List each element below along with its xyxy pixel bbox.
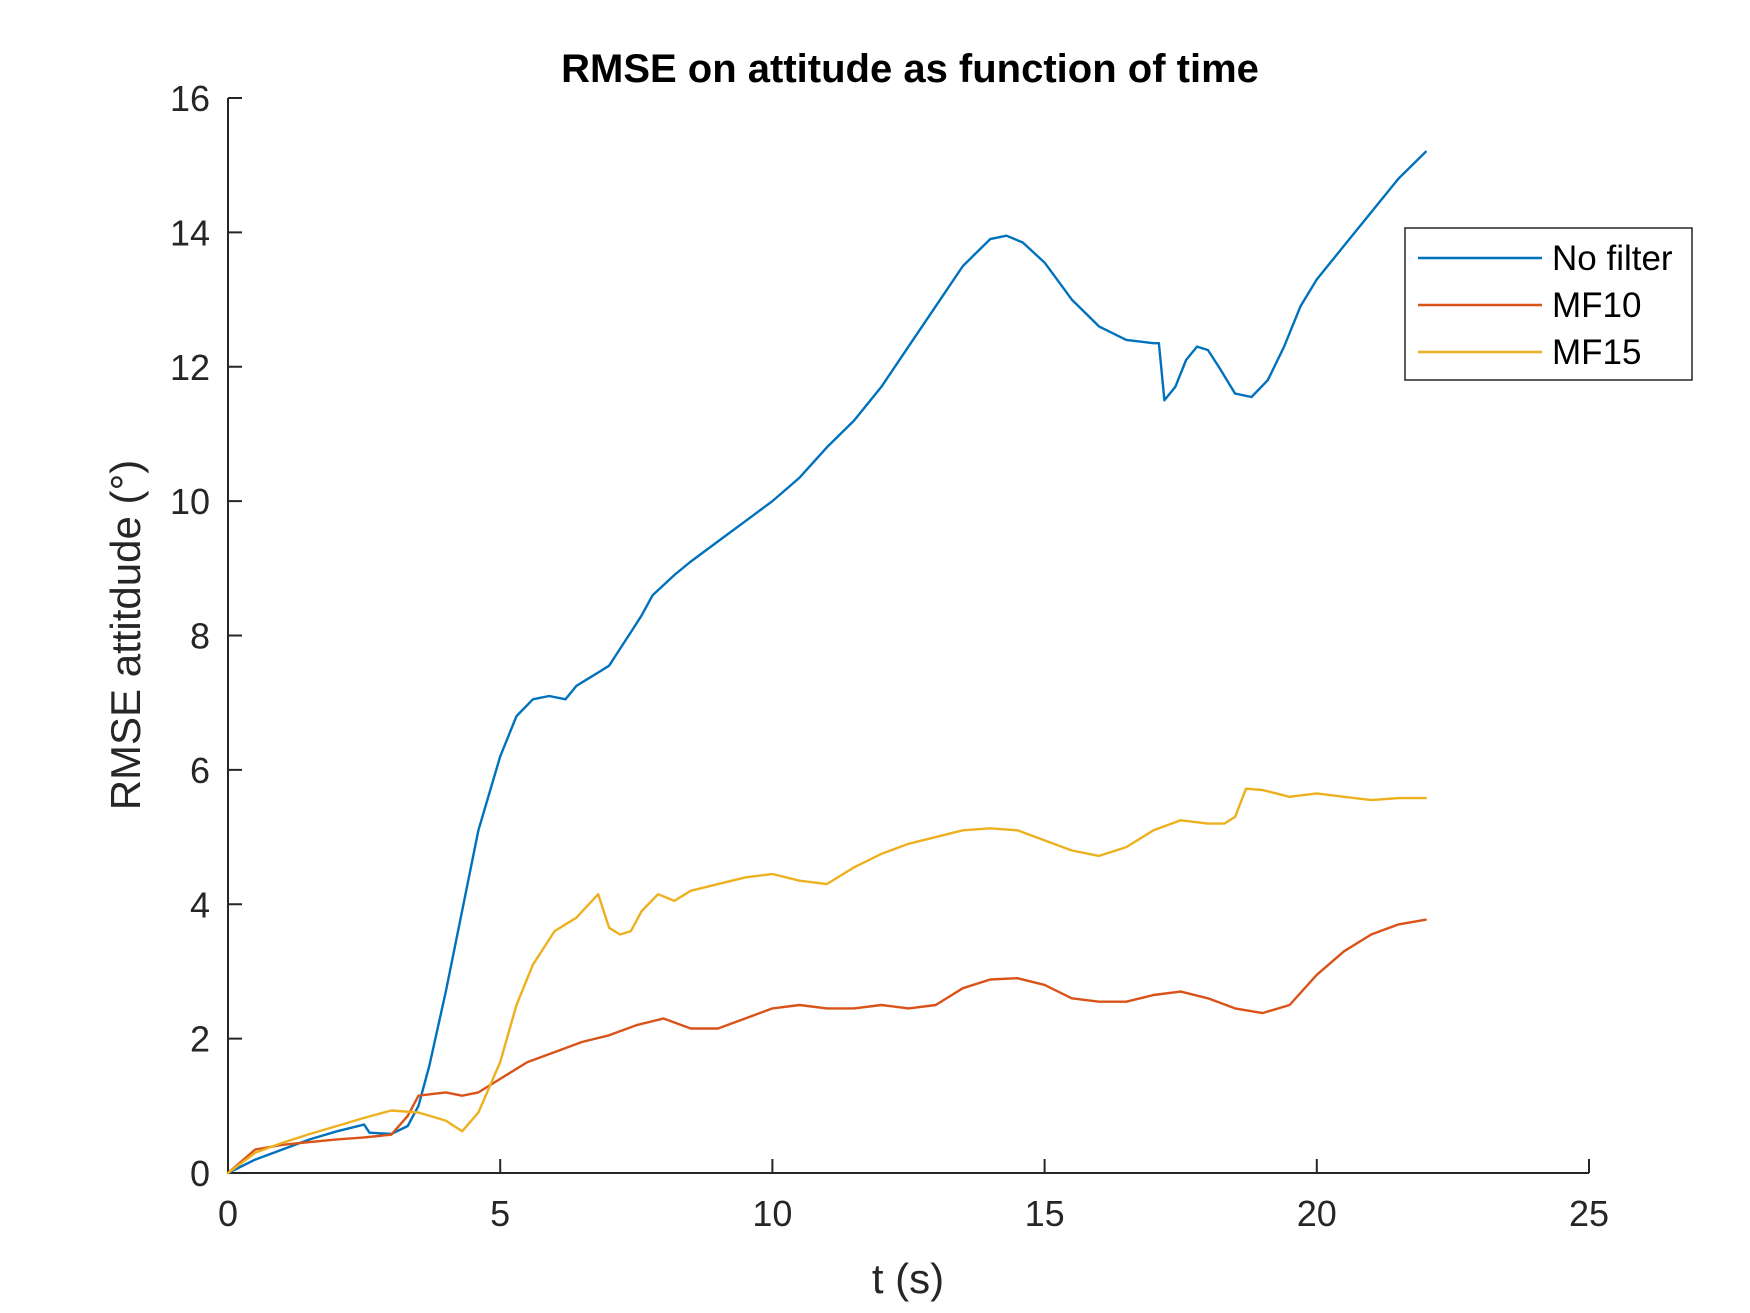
y-ticks: 0 2 4 6 8 10 12 14 16 bbox=[170, 78, 242, 1194]
legend-entries: No filter MF10 MF15 bbox=[1418, 239, 1673, 372]
x-tick-label: 20 bbox=[1297, 1193, 1337, 1234]
x-axis-label: t (s) bbox=[872, 1255, 944, 1302]
x-tick-label: 0 bbox=[218, 1193, 238, 1234]
y-tick-label: 12 bbox=[170, 347, 210, 388]
series-line-no-filter bbox=[226, 150, 1427, 1175]
x-tick-label: 15 bbox=[1025, 1193, 1065, 1234]
y-tick-label: 16 bbox=[170, 78, 210, 119]
legend-label-no-filter: No filter bbox=[1552, 239, 1673, 278]
x-tick-label: 25 bbox=[1569, 1193, 1609, 1234]
y-axis-label: RMSE attitdude (°) bbox=[102, 460, 149, 811]
series-line-mf15 bbox=[226, 787, 1427, 1175]
x-ticks: 0 5 10 15 20 25 bbox=[218, 1159, 1609, 1234]
plot-area: 0 5 10 15 20 25 0 2 4 6 8 10 12 14 16 bbox=[170, 78, 1609, 1234]
legend: No filter MF10 MF15 bbox=[1404, 227, 1693, 381]
y-tick-label: 2 bbox=[190, 1019, 210, 1060]
y-tick-label: 6 bbox=[190, 750, 210, 791]
chart-title: RMSE on attitude as function of time bbox=[561, 47, 1259, 91]
y-tick-label: 0 bbox=[190, 1153, 210, 1194]
legend-label-mf10: MF10 bbox=[1552, 286, 1641, 325]
series-line-mf10 bbox=[226, 918, 1427, 1175]
y-tick-label: 4 bbox=[190, 884, 210, 925]
legend-label-mf15: MF15 bbox=[1552, 333, 1641, 372]
x-tick-label: 10 bbox=[752, 1193, 792, 1234]
series-lines bbox=[226, 150, 1427, 1175]
y-tick-label: 8 bbox=[190, 616, 210, 657]
x-tick-label: 5 bbox=[490, 1193, 510, 1234]
y-tick-label: 10 bbox=[170, 481, 210, 522]
y-tick-label: 14 bbox=[170, 212, 210, 253]
